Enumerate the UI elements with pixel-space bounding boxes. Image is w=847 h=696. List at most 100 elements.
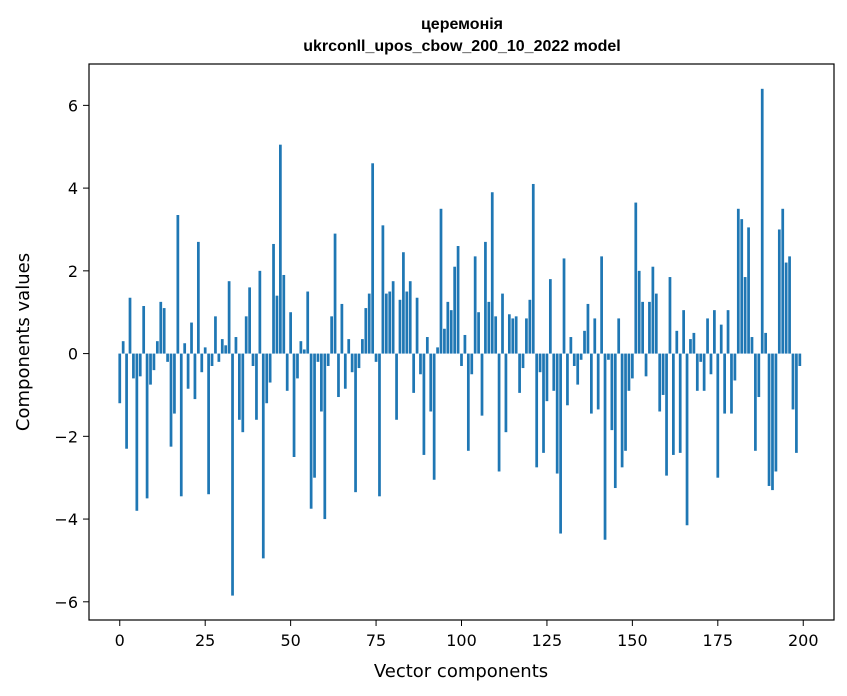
bar (531, 183, 535, 354)
bar (155, 341, 159, 354)
bar (282, 274, 286, 354)
bar (149, 353, 152, 385)
bar (603, 353, 607, 540)
bar (326, 353, 330, 366)
bar (374, 353, 378, 362)
bar (617, 318, 621, 354)
plot-frame (88, 63, 835, 621)
bar (559, 353, 562, 534)
bar (590, 353, 593, 414)
bar (518, 353, 521, 393)
bar (285, 353, 289, 391)
bar (716, 353, 720, 478)
bar (238, 353, 241, 420)
bar (261, 353, 265, 559)
bar (668, 277, 672, 354)
x-axis-ticks: 0 25 50 75 100 125 150 175 200 (115, 620, 819, 650)
bar (330, 316, 333, 354)
bar (784, 262, 788, 354)
bar (682, 310, 685, 354)
y-tick-label: 6 (68, 96, 78, 115)
y-tick-label: −2 (54, 427, 78, 446)
bar (566, 353, 569, 406)
bar (548, 279, 552, 354)
bar (214, 316, 217, 354)
bar (429, 353, 433, 412)
bar (624, 353, 627, 451)
bar (268, 353, 272, 383)
bar (641, 301, 644, 354)
bar (378, 353, 381, 497)
bar (296, 353, 299, 379)
bar (661, 353, 665, 395)
bar (487, 301, 491, 354)
bar (757, 353, 761, 398)
y-axis-label: Components values (13, 253, 34, 431)
bar (480, 353, 484, 416)
bar (791, 353, 795, 410)
bar (460, 353, 463, 366)
bar (135, 353, 139, 511)
bar (795, 353, 798, 453)
bar (419, 353, 422, 375)
bar (572, 353, 576, 366)
bar (484, 241, 487, 354)
bar (507, 314, 511, 354)
bar (371, 163, 375, 354)
bar (736, 208, 740, 354)
bar (542, 353, 545, 453)
bar (627, 353, 631, 391)
bar (200, 353, 204, 373)
bar (702, 353, 706, 391)
bar (470, 353, 474, 375)
y-tick-label: 4 (68, 179, 78, 198)
bar (613, 353, 617, 489)
bar (504, 353, 508, 433)
bar (767, 353, 771, 486)
bar (555, 353, 559, 474)
bar (364, 308, 368, 354)
bar (275, 295, 279, 354)
bar (395, 353, 398, 420)
bar (384, 293, 388, 354)
bar (699, 353, 703, 362)
bar (634, 202, 638, 354)
bar (562, 258, 566, 354)
bar (733, 353, 737, 381)
bar (258, 270, 262, 354)
bar (672, 353, 675, 455)
bar (265, 353, 269, 404)
x-tick-label: 100 (446, 631, 477, 650)
y-tick-label: −6 (54, 593, 78, 612)
bar (142, 306, 146, 354)
bar (272, 243, 275, 354)
bar (583, 330, 586, 354)
bar (173, 353, 176, 414)
bar (439, 208, 443, 354)
chart-title: церемонія (421, 16, 503, 33)
bar (774, 353, 778, 472)
bar (726, 310, 730, 354)
bar (231, 353, 234, 596)
bar (347, 339, 351, 354)
bar (750, 337, 754, 354)
bar (456, 246, 460, 354)
bar (631, 353, 634, 379)
bar (678, 353, 682, 453)
bar (405, 291, 409, 354)
bar (152, 353, 156, 371)
bar (576, 353, 580, 385)
bar (279, 144, 282, 354)
bar (586, 303, 590, 354)
x-tick-label: 200 (788, 631, 819, 650)
bar (723, 353, 727, 414)
bar (525, 318, 528, 354)
bar (545, 353, 549, 402)
bar (138, 353, 142, 377)
bar (436, 347, 439, 354)
bar (220, 339, 224, 354)
bar (196, 241, 200, 354)
bar (740, 219, 744, 354)
bar (494, 316, 498, 354)
